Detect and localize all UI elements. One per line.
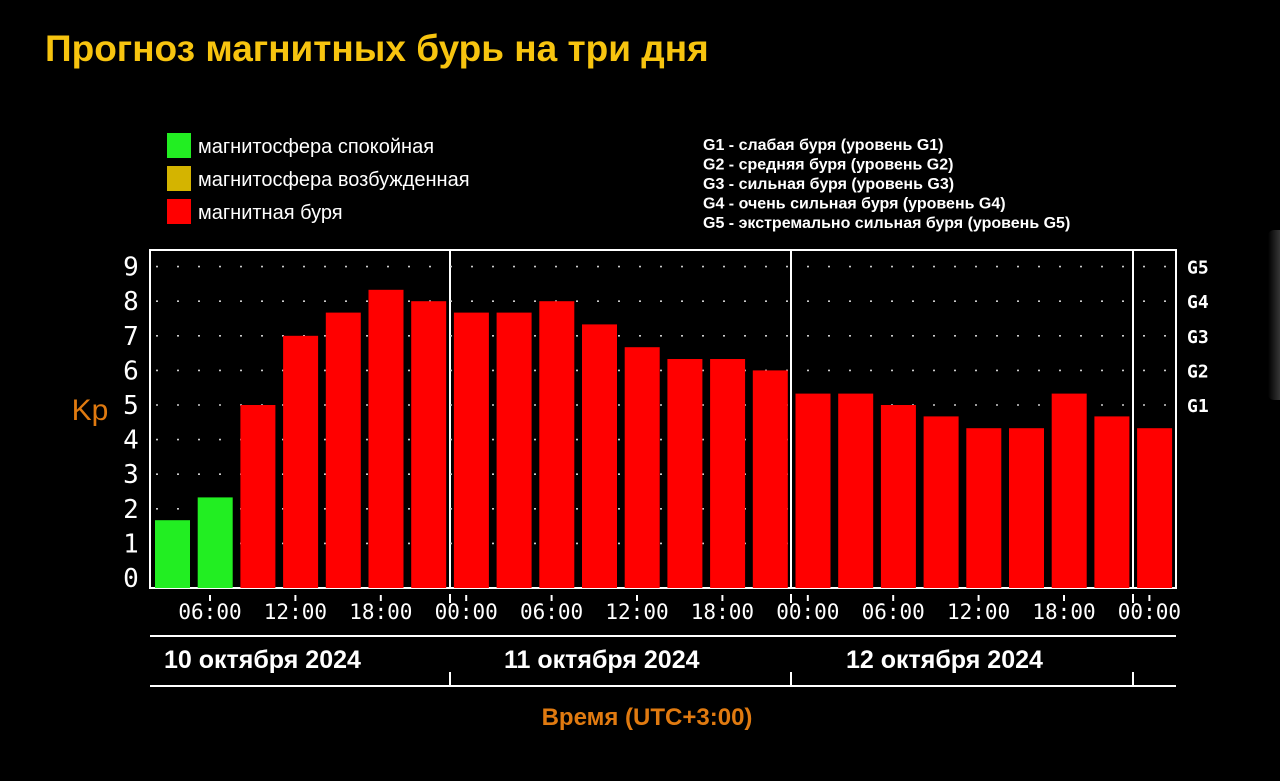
g-level-label-g3: G3 [1187,327,1209,348]
time-tick-7: 18:00 [691,600,754,624]
bar-19 [923,416,959,588]
legend-label-1: магнитосфера спокойная [198,136,434,158]
day-label-1: 10 октября 2024 [164,646,361,674]
day-label-3: 12 октября 2024 [846,646,1043,674]
bar-17 [838,393,874,588]
bar-11 [582,324,617,588]
page-title: Прогноз магнитных бурь на три дня [45,28,709,69]
time-tick-5: 06:00 [520,600,583,624]
y-tick-7: 7 [123,322,139,352]
time-tick-12: 00:00 [1118,600,1181,624]
time-tick-2: 12:00 [264,600,327,624]
g-level-label-g4: G4 [1187,292,1209,313]
time-tick-11: 18:00 [1032,600,1095,624]
bar-5 [325,312,361,588]
y-tick-5: 5 [123,391,139,421]
g-legend-line-2: G2 - средняя буря (уровень G2) [703,157,953,174]
bar-10 [539,301,575,588]
scroll-edge [1268,230,1280,400]
plot-frame [149,249,1177,589]
legend-swatch-1 [167,133,191,158]
g-legend-line-1: G1 - слабая буря (уровень G1) [703,137,944,154]
bar-1 [155,520,190,588]
g-level-label-g1: G1 [1187,396,1209,417]
y-tick-6: 6 [123,356,139,386]
bar-16 [795,393,831,588]
time-tick-4: 00:00 [435,600,498,624]
legend-swatch-2 [167,166,191,191]
time-tick-6: 12:00 [605,600,668,624]
g-legend-line-3: G3 - сильная буря (уровень G3) [703,176,954,193]
y-tick-2: 2 [123,495,139,525]
bar-21 [1009,428,1044,588]
legend-label-3: магнитная буря [198,202,343,224]
bar-24 [1137,428,1173,588]
bar-9 [496,312,532,588]
bar-23 [1094,416,1130,588]
y-tick-4: 4 [123,426,139,456]
g-legend-line-5: G5 - экстремально сильная буря (уровень … [703,215,1070,232]
g-legend-line-4: G4 - очень сильная буря (уровень G4) [703,196,1006,213]
bar-14 [710,359,746,588]
y-tick-9: 9 [123,253,139,283]
time-tick-10: 12:00 [947,600,1010,624]
y-tick-3: 3 [123,460,139,490]
bar-7 [411,301,447,588]
y-tick-0: 0 [123,564,139,594]
bar-3 [240,405,276,588]
time-tick-8: 00:00 [776,600,839,624]
time-tick-3: 18:00 [349,600,412,624]
g-level-label-g2: G2 [1187,361,1209,382]
g-level-label-g5: G5 [1187,258,1209,279]
bar-12 [624,347,660,588]
day-label-2: 11 октября 2024 [504,646,700,674]
x-axis-label: Время (UTC+3:00) [542,704,753,731]
bar-15 [752,370,788,588]
bar-8 [453,312,489,588]
legend-swatch-3 [167,199,191,224]
legend-label-2: магнитосфера возбужденная [198,169,470,191]
time-tick-1: 06:00 [178,600,241,624]
bar-18 [880,405,916,588]
bar-13 [667,359,703,588]
bar-4 [283,335,319,588]
time-tick-9: 06:00 [862,600,925,624]
bar-22 [1051,393,1087,588]
y-axis-label: Kp [72,394,109,427]
bar-20 [966,428,1002,588]
y-tick-1: 1 [123,529,139,559]
bar-2 [197,497,233,588]
bar-6 [368,289,404,588]
y-tick-8: 8 [123,287,139,317]
